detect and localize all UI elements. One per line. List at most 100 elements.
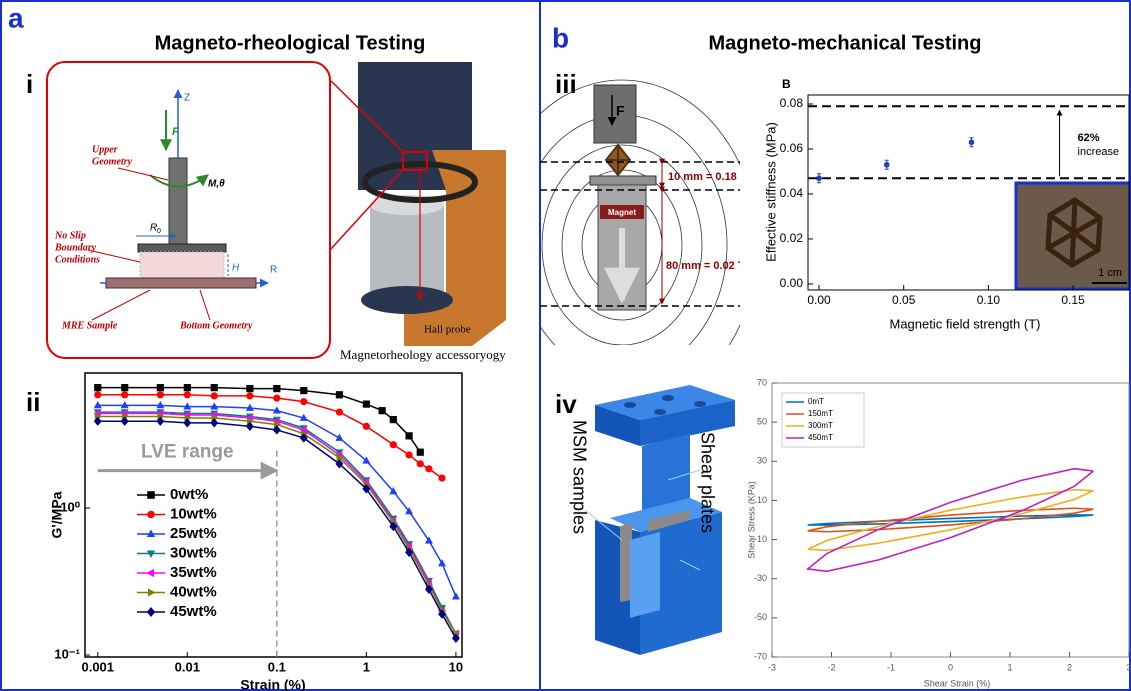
marker xyxy=(147,529,155,537)
slot xyxy=(630,532,660,618)
hole xyxy=(624,402,636,408)
x-tick-label: 0 xyxy=(948,662,953,672)
marker xyxy=(121,391,128,398)
x-tick-label: -1 xyxy=(887,662,895,672)
scale-label: 1 cm xyxy=(1098,267,1122,279)
label: Z xyxy=(184,93,190,104)
label: Shear plates xyxy=(697,432,717,533)
zoom-box xyxy=(47,62,330,358)
label: F xyxy=(616,103,625,119)
x-tick-label: 0.10 xyxy=(977,293,1001,307)
x-tick-label: 2 xyxy=(1067,662,1072,672)
marker xyxy=(147,491,155,499)
legend-label: 150mT xyxy=(808,409,833,418)
marker xyxy=(246,392,253,399)
panel-title: Magneto-mechanical Testing xyxy=(708,32,981,54)
series-line xyxy=(808,469,1094,572)
annotation: LVE range xyxy=(141,442,234,463)
label: Bottom Geometry xyxy=(179,320,253,331)
annotation: increase xyxy=(1078,146,1120,158)
marker xyxy=(969,139,975,145)
marker xyxy=(147,550,155,558)
label: Geometry xyxy=(92,156,133,167)
panel-label: B xyxy=(782,77,791,91)
x-tick-label: 0.15 xyxy=(1061,293,1085,307)
legend-label: 0wt% xyxy=(170,486,208,503)
marker xyxy=(405,432,412,439)
label: 80 mm = 0.02 T xyxy=(666,260,745,272)
marker xyxy=(273,395,280,402)
label: Magnetorheology accessoryogy xyxy=(340,347,506,362)
series-line xyxy=(808,490,1094,551)
series-line xyxy=(808,508,1094,531)
magnet-schematic: F Magnet 10 mm = 0.18 T 80 mm = 0.02 T xyxy=(487,80,757,410)
hole xyxy=(654,409,666,415)
label: MRE Sample xyxy=(61,320,118,331)
y-axis-label: Effective stiffness (MPa) xyxy=(763,122,778,262)
marker xyxy=(146,569,154,577)
marker xyxy=(121,384,128,391)
label: Boundary xyxy=(54,242,97,253)
y-axis-label: G'/MPa xyxy=(49,491,65,538)
legend-label: 45wt% xyxy=(170,603,217,620)
marker xyxy=(300,398,307,405)
y-tick-label: 0.02 xyxy=(780,231,804,245)
sub-label: i xyxy=(26,69,33,99)
y-axis-label: Shear Stress (KPa) xyxy=(746,481,756,559)
marker xyxy=(148,588,156,596)
label: Upper xyxy=(92,144,118,155)
cylinder xyxy=(370,205,444,293)
label: Hall probe xyxy=(424,324,471,336)
plate xyxy=(590,176,656,185)
legend-label: 450mT xyxy=(808,433,833,442)
marker xyxy=(157,384,164,391)
shaft xyxy=(169,158,187,246)
marker xyxy=(300,387,307,394)
series-line xyxy=(98,395,442,478)
marker xyxy=(211,384,218,391)
label: 10 mm = 0.18 T xyxy=(668,171,747,183)
base xyxy=(361,286,453,314)
marker xyxy=(390,441,397,448)
legend-label: 35wt% xyxy=(170,564,217,581)
marker xyxy=(379,407,386,414)
legend-label: 300mT xyxy=(808,421,833,430)
label: No Slip xyxy=(54,230,86,241)
label: Magnet xyxy=(608,208,636,217)
marker xyxy=(336,408,343,415)
legend-label: 30wt% xyxy=(170,544,217,561)
sample xyxy=(140,252,224,278)
x-tick-label: 0.01 xyxy=(175,659,200,674)
marker xyxy=(94,391,101,398)
marker xyxy=(405,451,412,458)
x-tick-label: 3 xyxy=(1126,662,1131,672)
y-tick-label: 10 xyxy=(757,495,767,505)
y-tick-label: 0.04 xyxy=(780,186,804,200)
y-tick-label: -70 xyxy=(754,651,767,661)
legend-label: 10wt% xyxy=(170,505,217,522)
marker xyxy=(452,592,460,599)
annotation: 62% xyxy=(1078,132,1100,144)
y-tick-label: -50 xyxy=(754,612,767,622)
marker xyxy=(94,384,101,391)
marker xyxy=(417,460,424,467)
x-axis-label: Strain (%) xyxy=(240,677,305,691)
marker xyxy=(273,385,280,392)
y-tick-label: 0.08 xyxy=(780,96,804,110)
marker xyxy=(147,607,155,617)
y-tick-label: 70 xyxy=(757,377,767,387)
x-tick-label: -2 xyxy=(827,662,835,672)
label: MSM samples xyxy=(569,420,589,534)
label: R xyxy=(270,265,277,276)
label: H xyxy=(232,263,240,274)
sub-label: iii xyxy=(555,69,577,99)
x-tick-label: -3 xyxy=(768,662,776,672)
upper-plate xyxy=(138,244,226,252)
panel-letter: a xyxy=(8,2,24,33)
y-tick-label: 50 xyxy=(757,417,767,427)
marker xyxy=(211,392,218,399)
x-tick-label: 10 xyxy=(449,659,463,674)
x-axis-label: Magnetic field strength (T) xyxy=(889,316,1040,331)
marker xyxy=(438,474,445,481)
marker xyxy=(157,391,164,398)
